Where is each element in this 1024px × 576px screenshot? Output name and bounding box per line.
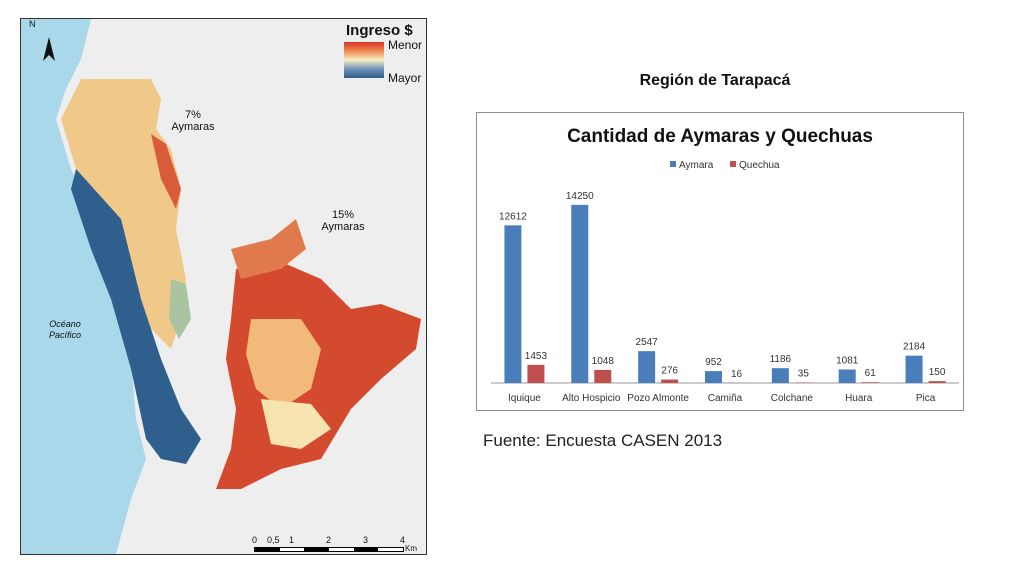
category-label-3: Camiña bbox=[708, 393, 743, 404]
bar-quechua-6 bbox=[928, 381, 946, 383]
bar-aymara-3 bbox=[705, 371, 722, 383]
scale-tick-0-5: 0,5 bbox=[267, 535, 280, 545]
ocean-label-line2: Pacífico bbox=[48, 330, 81, 340]
data-label-aymara-3: 952 bbox=[705, 357, 722, 368]
annotation-7-value: 7% bbox=[185, 109, 201, 121]
scale-tick-3: 3 bbox=[363, 535, 369, 545]
bar-chart: Cantidad de Aymaras y Quechuas Aymara Quec… bbox=[491, 126, 959, 404]
data-label-quechua-4: 35 bbox=[798, 369, 810, 380]
green-strip bbox=[169, 279, 191, 339]
bar-quechua-1 bbox=[594, 369, 612, 383]
category-label-5: Huara bbox=[845, 393, 873, 404]
annotation-15-group: Aymaras bbox=[321, 221, 365, 233]
annotation-7-group: Aymaras bbox=[171, 121, 215, 133]
category-label-6: Pica bbox=[916, 393, 936, 404]
ocean-label: Océano Pacífico bbox=[35, 319, 95, 341]
bar-aymara-1 bbox=[571, 204, 589, 383]
data-label-aymara-4: 1186 bbox=[770, 354, 792, 365]
bar-quechua-2 bbox=[661, 379, 679, 383]
annotation-15-value: 15% bbox=[331, 209, 355, 221]
scale-bar bbox=[254, 547, 404, 552]
bar-quechua-5 bbox=[861, 382, 879, 383]
north-label: N bbox=[29, 19, 36, 29]
data-label-quechua-3: 16 bbox=[731, 369, 743, 380]
data-label-quechua-1: 1048 bbox=[592, 356, 615, 367]
bar-quechua-0 bbox=[527, 364, 545, 383]
source-note: Fuente: Encuesta CASEN 2013 bbox=[483, 431, 723, 450]
chart-title: Cantidad de Aymaras y Quechuas bbox=[567, 126, 873, 147]
category-label-4: Colchane bbox=[771, 393, 814, 404]
legend-high-label: Mayor bbox=[388, 71, 422, 85]
data-label-quechua-2: 276 bbox=[661, 366, 678, 377]
ocean-area bbox=[21, 19, 146, 554]
bar-aymara-4 bbox=[771, 368, 789, 383]
scale-tick-2: 2 bbox=[326, 535, 332, 545]
annotation-15-percent: 15% Aymaras bbox=[319, 209, 367, 233]
data-label-quechua-5: 61 bbox=[865, 368, 877, 379]
alto-hospicio-inner bbox=[246, 319, 321, 409]
coastal-high-income bbox=[71, 169, 201, 464]
category-label-0: Iquique bbox=[508, 393, 541, 404]
map-graphic bbox=[21, 19, 426, 554]
region-title: Región de Tarapacá bbox=[639, 72, 791, 89]
data-label-aymara-6: 2184 bbox=[903, 342, 926, 353]
ocean-label-line1: Océano bbox=[49, 319, 81, 329]
data-label-aymara-2: 2547 bbox=[636, 337, 659, 348]
legend-title: Ingreso $ bbox=[346, 22, 413, 39]
legend-label-quechua: Quechua bbox=[739, 160, 780, 171]
data-label-quechua-0: 1453 bbox=[525, 351, 548, 362]
income-legend-gradient bbox=[344, 42, 384, 78]
east-strip bbox=[151, 134, 181, 209]
bar-aymara-0 bbox=[504, 225, 522, 383]
legend-swatch-aymara bbox=[670, 161, 676, 167]
scale-tick-1: 1 bbox=[289, 535, 295, 545]
data-label-aymara-5: 1081 bbox=[836, 355, 859, 366]
alto-hospicio-south bbox=[261, 399, 331, 449]
data-label-quechua-6: 150 bbox=[929, 367, 946, 378]
category-label-2: Pozo Almonte bbox=[627, 393, 689, 404]
annotation-7-percent: 7% Aymaras bbox=[171, 109, 215, 133]
scale-tick-0: 0 bbox=[252, 535, 258, 545]
category-label-1: Alto Hospicio bbox=[562, 393, 621, 404]
scale-unit: Km bbox=[405, 544, 417, 553]
data-label-aymara-1: 14250 bbox=[566, 191, 594, 202]
income-map: Ingreso $ Menor Mayor N 7% Aymaras 15% A… bbox=[20, 18, 427, 555]
legend-label-aymara: Aymara bbox=[679, 160, 714, 171]
chart-frame: Cantidad de Aymaras y Quechuas Aymara Quec… bbox=[476, 112, 964, 411]
scale-tick-4: 4 bbox=[400, 535, 406, 545]
north-arrow-icon bbox=[43, 37, 55, 61]
bar-aymara-2 bbox=[638, 351, 656, 383]
legend-swatch-quechua bbox=[730, 161, 736, 167]
data-label-aymara-0: 12612 bbox=[499, 211, 527, 222]
bar-aymara-6 bbox=[905, 355, 923, 383]
bar-aymara-5 bbox=[838, 369, 856, 383]
alto-hospicio-north bbox=[231, 219, 306, 279]
legend-low-label: Menor bbox=[388, 38, 423, 52]
